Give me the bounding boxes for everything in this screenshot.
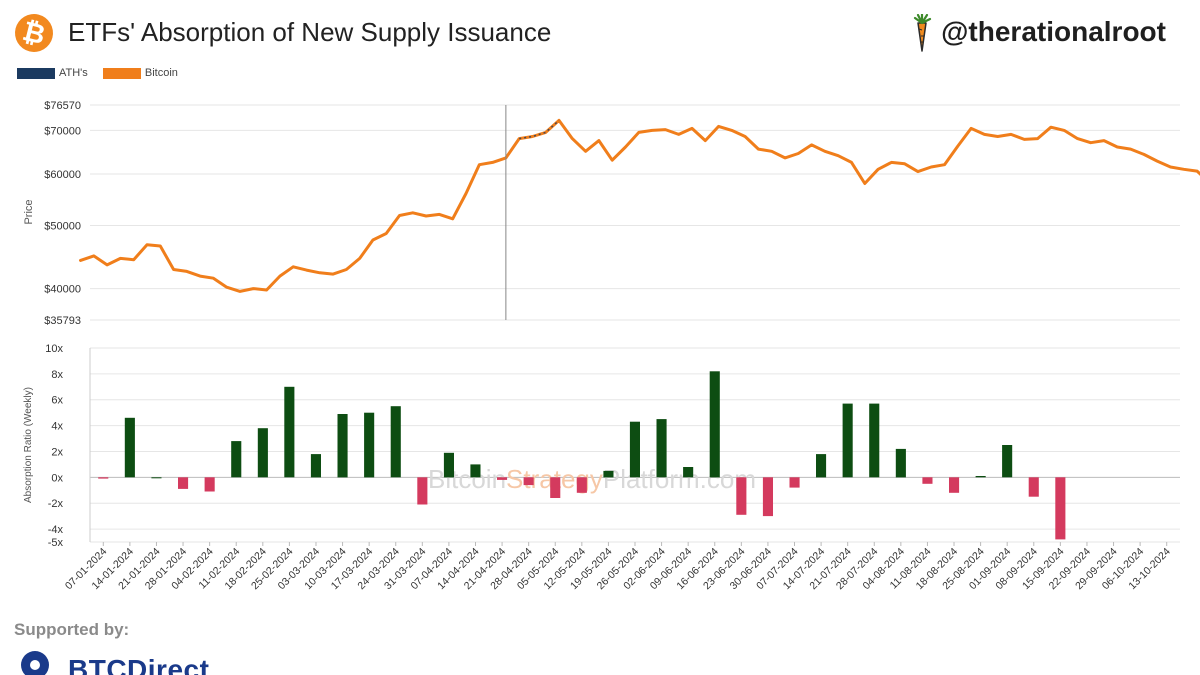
absorption-bar[interactable] [390, 406, 401, 478]
price-tick-label: $76570 [44, 100, 81, 112]
legend-item-bitcoin[interactable]: Bitcoin [102, 67, 178, 79]
absorption-bar[interactable] [231, 441, 242, 478]
absorption-bar[interactable] [1055, 477, 1066, 540]
supported-by-label: Supported by: [14, 620, 130, 639]
bitcoin-price-line[interactable] [79, 118, 1200, 293]
absorption-bar[interactable] [576, 477, 587, 493]
absorption-bar[interactable] [895, 448, 906, 478]
bar-tick-label: 6x [51, 395, 63, 407]
carrot-icon [914, 14, 932, 52]
absorption-bar[interactable] [417, 477, 428, 505]
price-tick-label: $50000 [44, 220, 81, 232]
bar-tick-label: 10x [45, 343, 63, 355]
legend: ATH's Bitcoin [17, 67, 190, 81]
price-chart[interactable] [79, 105, 1200, 320]
bitcoin-logo-icon: ₿ [10, 9, 58, 57]
page-title: ETFs' Absorption of New Supply Issuance [68, 17, 552, 47]
ath-marker-line[interactable] [519, 119, 560, 140]
absorption-bar[interactable] [709, 371, 720, 478]
bar-tick-label: 0x [51, 472, 63, 484]
bar-tick-label: 2x [51, 446, 63, 458]
absorption-bar[interactable] [683, 467, 694, 478]
price-tick-label: $35793 [44, 315, 81, 327]
bar-tick-label: 8x [51, 369, 63, 381]
absorption-bar[interactable] [443, 452, 454, 478]
price-tick-label: $70000 [44, 125, 81, 137]
absorption-bar[interactable] [550, 477, 561, 498]
bar-tick-label: -4x [48, 524, 64, 536]
absorption-bar[interactable] [736, 477, 747, 515]
absorption-bar[interactable] [922, 477, 933, 484]
absorption-bar[interactable] [470, 464, 481, 478]
absorption-bar[interactable] [789, 477, 800, 488]
legend-item-ath[interactable]: ATH's [17, 67, 88, 79]
absorption-bar[interactable] [257, 428, 268, 478]
absorption-bar[interactable] [284, 386, 295, 478]
bar-tick-label: -2x [48, 498, 64, 510]
absorption-bar[interactable] [842, 403, 853, 478]
absorption-bar[interactable] [816, 454, 827, 478]
author-handle-block: @therationalroot [914, 14, 1166, 52]
absorption-chart[interactable] [98, 371, 1066, 540]
absorption-bar[interactable] [762, 477, 773, 517]
legend-label-ath: ATH's [59, 67, 88, 79]
absorption-bar[interactable] [1028, 477, 1039, 497]
charts-area: BitcoinStrategyPlatform.com $76570 $70000… [23, 100, 1200, 592]
absorption-bar[interactable] [310, 454, 321, 478]
absorption-bar[interactable] [151, 477, 162, 479]
header: ₿ ETFs' Absorption of New Supply Issuanc… [0, 0, 1200, 66]
absorption-bar[interactable] [497, 477, 508, 480]
absorption-bar[interactable] [523, 477, 534, 486]
sponsor-logo[interactable]: BTCDirect [20, 648, 220, 675]
absorption-bar[interactable] [337, 414, 348, 478]
price-axis-title: Price [23, 199, 35, 224]
btcdirect-logo-icon [21, 651, 49, 675]
bar-axis-title: Absorption Ratio (Weekly) [23, 387, 34, 503]
price-tick-label: $40000 [44, 284, 81, 296]
price-tick-label: $60000 [44, 169, 81, 181]
watermark-part1: Bitcoin [428, 464, 506, 494]
absorption-bar[interactable] [603, 470, 614, 478]
absorption-bar[interactable] [975, 476, 986, 478]
absorption-bar[interactable] [178, 477, 189, 489]
absorption-bar[interactable] [1002, 445, 1013, 478]
absorption-bar[interactable] [98, 477, 109, 479]
absorption-bar[interactable] [869, 403, 880, 478]
watermark: BitcoinStrategyPlatform.com [428, 464, 756, 494]
bar-tick-label: 4x [51, 421, 63, 433]
absorption-bar[interactable] [124, 417, 135, 478]
legend-label-bitcoin: Bitcoin [144, 67, 178, 79]
legend-swatch-ath [17, 67, 55, 79]
legend-swatch-bitcoin [102, 67, 141, 79]
absorption-bar[interactable] [949, 477, 960, 493]
watermark-part3: Platform.com [603, 464, 756, 494]
absorption-bar[interactable] [364, 412, 375, 478]
grid-layer [90, 104, 1180, 543]
absorption-bar[interactable] [629, 421, 640, 478]
bar-tick-label: -5x [48, 537, 64, 549]
author-handle[interactable]: @therationalroot [941, 16, 1166, 47]
absorption-bar[interactable] [204, 477, 215, 492]
absorption-bar[interactable] [656, 419, 667, 478]
sponsor-name: BTCDirect [68, 654, 210, 675]
